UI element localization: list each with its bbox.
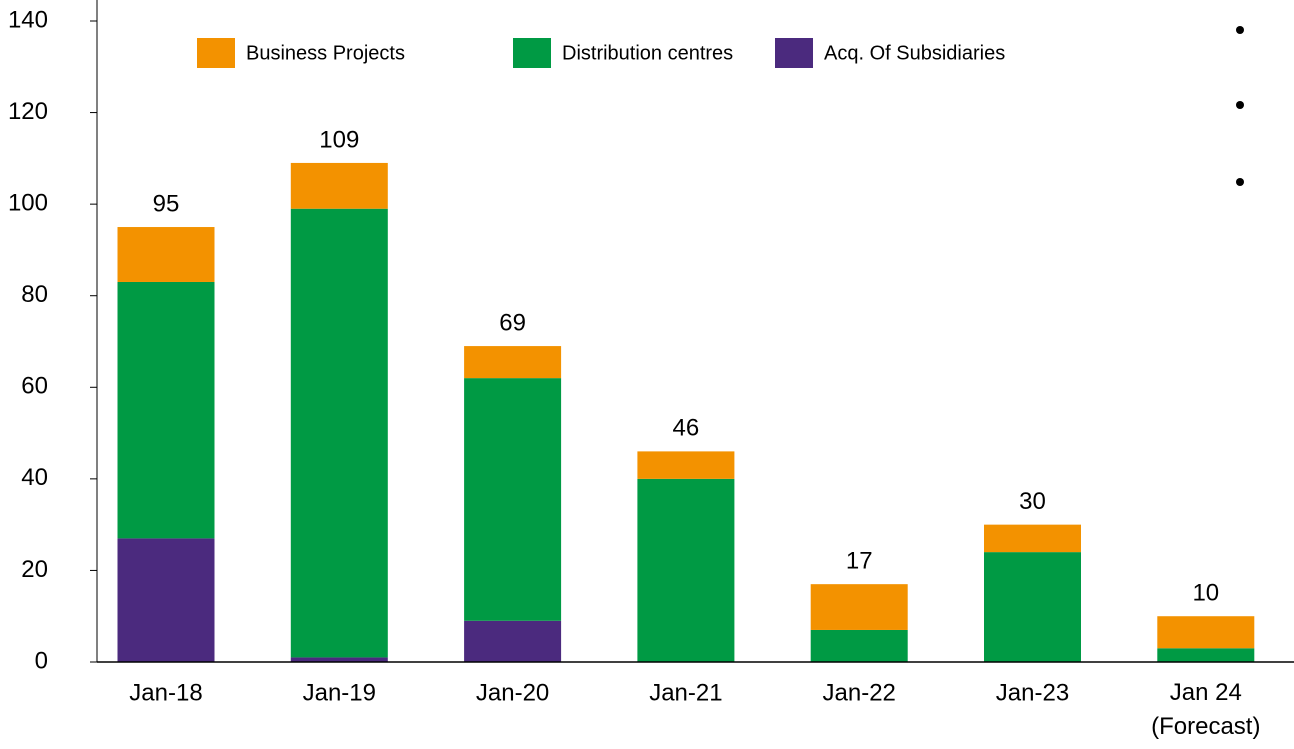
- bar-segment: [290, 162, 388, 209]
- legend-label: Business Projects: [246, 42, 405, 64]
- bar-segment: [464, 346, 562, 379]
- total-label: 109: [319, 126, 359, 153]
- bar-segment: [117, 227, 215, 282]
- x-tick-label: Jan-19: [303, 679, 376, 706]
- total-label: 95: [153, 190, 180, 217]
- bar-segment: [464, 620, 562, 662]
- bar-segment: [1157, 616, 1255, 649]
- y-tick-label: 80: [21, 281, 48, 308]
- bar-segment: [464, 378, 562, 621]
- x-tick-label: Jan-21: [649, 679, 722, 706]
- legend-swatch: [197, 38, 235, 68]
- bar-segment: [810, 584, 908, 630]
- x-tick-label: Jan-22: [823, 679, 896, 706]
- y-tick-label: 40: [21, 464, 48, 491]
- bar-segment: [637, 478, 735, 662]
- bar-segment: [117, 281, 215, 539]
- bullet-dot: [1236, 26, 1244, 34]
- y-tick-label: 0: [35, 647, 48, 674]
- total-label: 17: [846, 548, 873, 575]
- bar-segment: [117, 538, 215, 662]
- total-label: 30: [1019, 488, 1046, 515]
- total-label: 69: [499, 309, 526, 336]
- legend-swatch: [513, 38, 551, 68]
- y-tick-label: 60: [21, 373, 48, 400]
- bar-segment: [290, 657, 388, 662]
- x-tick-label: Jan-20: [476, 679, 549, 706]
- y-tick-label: 20: [21, 556, 48, 583]
- y-tick-label: 100: [8, 189, 48, 216]
- x-tick-label: Jan-23: [996, 679, 1069, 706]
- legend-label: Distribution centres: [562, 42, 733, 64]
- bar-segment: [290, 208, 388, 658]
- legend-label: Acq. Of Subsidiaries: [824, 42, 1005, 64]
- bar-segment: [1157, 648, 1255, 662]
- bar-segment: [637, 451, 735, 479]
- bullet-dot: [1236, 178, 1244, 186]
- total-label: 10: [1192, 580, 1219, 607]
- x-tick-label: Jan-18: [129, 679, 202, 706]
- bar-segment: [984, 552, 1081, 662]
- bar-segment: [984, 524, 1081, 553]
- x-tick-label: Jan 24 (Forecast): [1151, 679, 1260, 740]
- bar-segment: [810, 629, 908, 662]
- legend-swatch: [775, 38, 813, 68]
- total-label: 46: [673, 415, 700, 442]
- y-tick-label: 120: [8, 98, 48, 125]
- bullet-dot: [1236, 101, 1244, 109]
- y-tick-label: 140: [8, 6, 48, 33]
